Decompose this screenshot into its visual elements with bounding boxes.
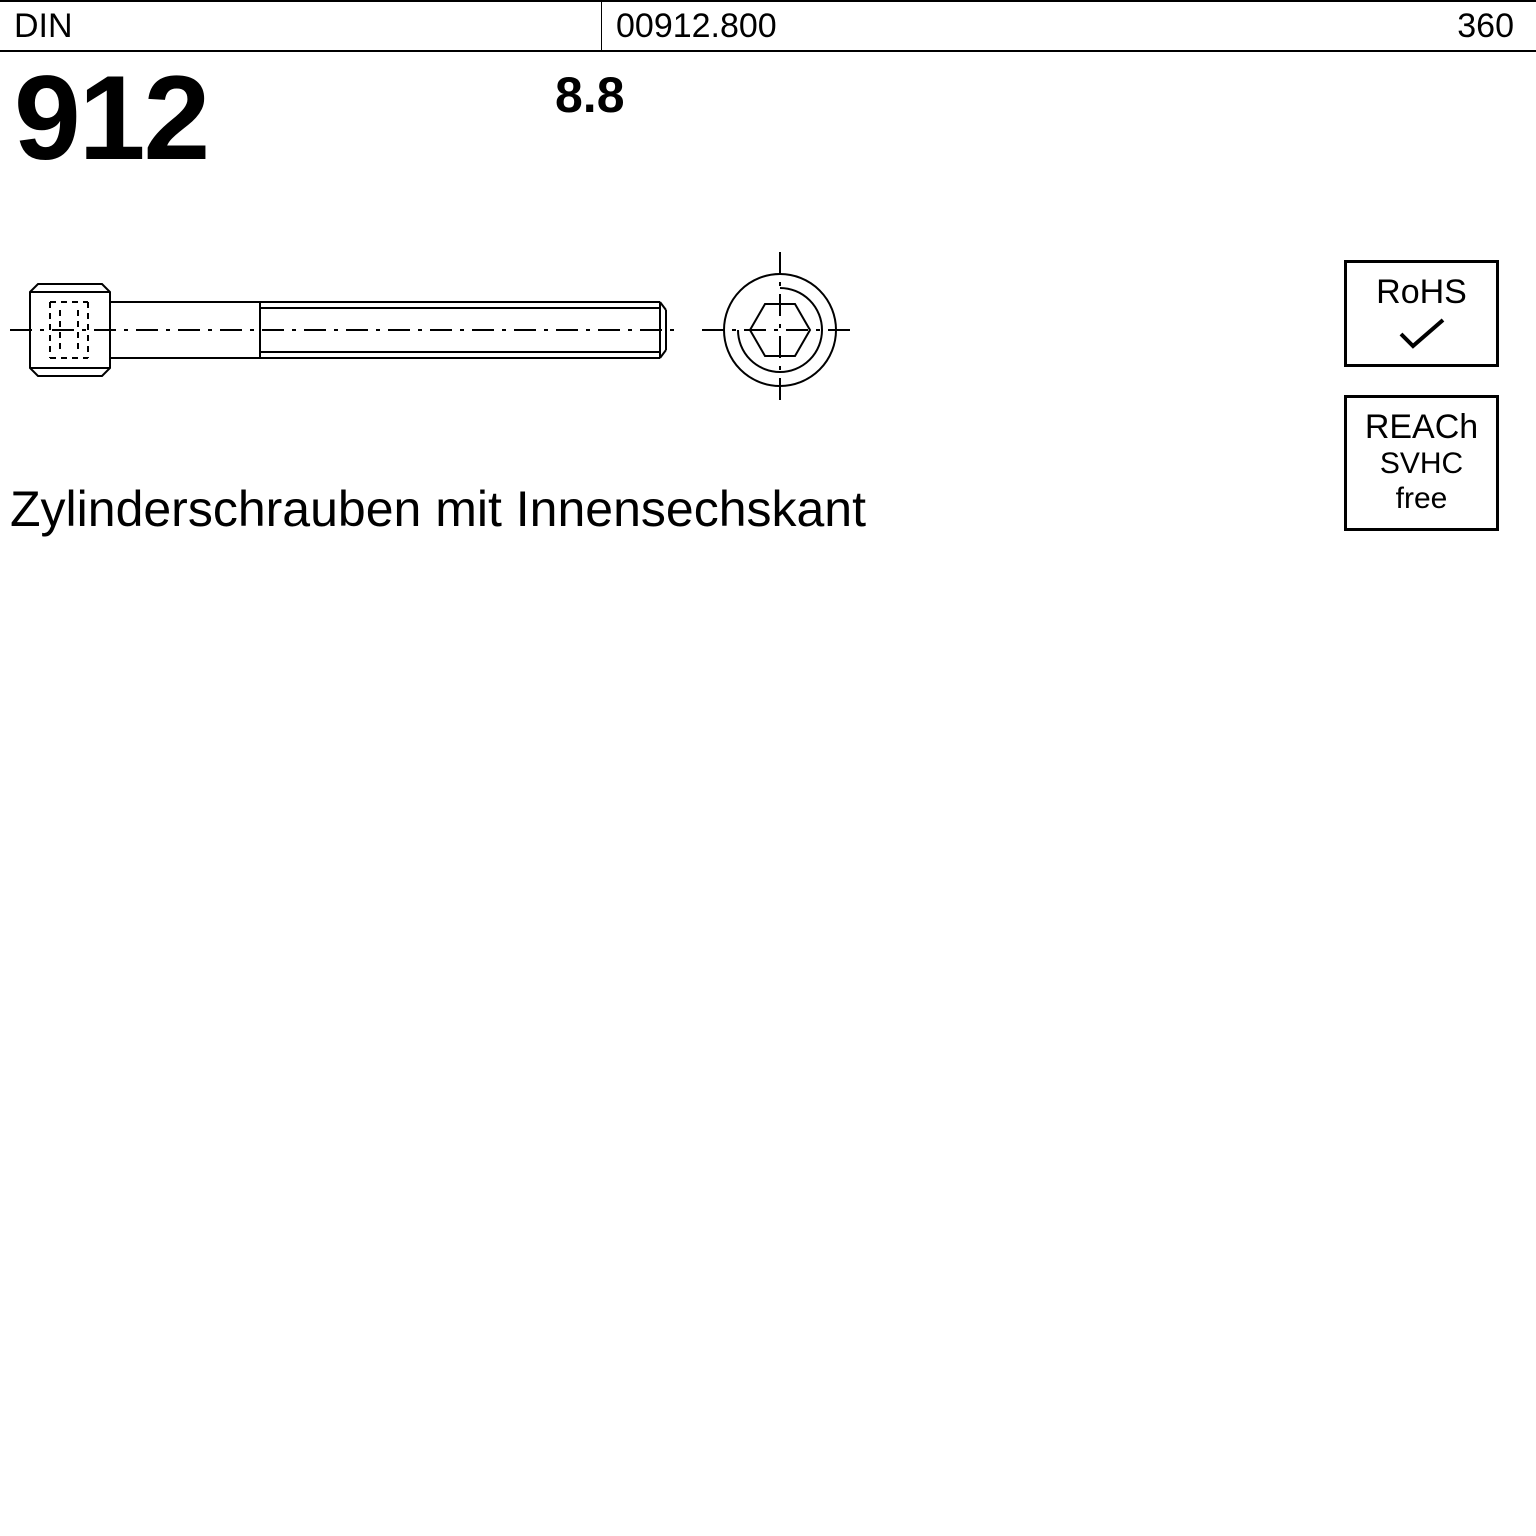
header-right-value: 360 [1222, 2, 1536, 50]
datasheet: DIN 00912.800 360 912 8.8 [0, 0, 1536, 700]
header-standard-label: DIN [0, 2, 602, 50]
reach-line2: SVHC [1347, 447, 1496, 482]
compliance-badges: RoHS REACh SVHC free [1344, 260, 1514, 559]
reach-badge: REACh SVHC free [1344, 395, 1499, 531]
reach-line3: free [1347, 482, 1496, 517]
reach-line1: REACh [1347, 408, 1496, 447]
screw-drawing-svg [10, 244, 910, 414]
header-code: 00912.800 [602, 2, 1222, 50]
rohs-badge: RoHS [1344, 260, 1499, 367]
strength-class: 8.8 [555, 66, 625, 124]
check-icon [1397, 316, 1447, 352]
rohs-label: RoHS [1347, 273, 1496, 312]
technical-drawing [10, 244, 910, 414]
din-number: 912 [14, 58, 208, 178]
header-row: DIN 00912.800 360 [0, 0, 1536, 52]
product-description: Zylinderschrauben mit Innensechskant [10, 480, 866, 538]
